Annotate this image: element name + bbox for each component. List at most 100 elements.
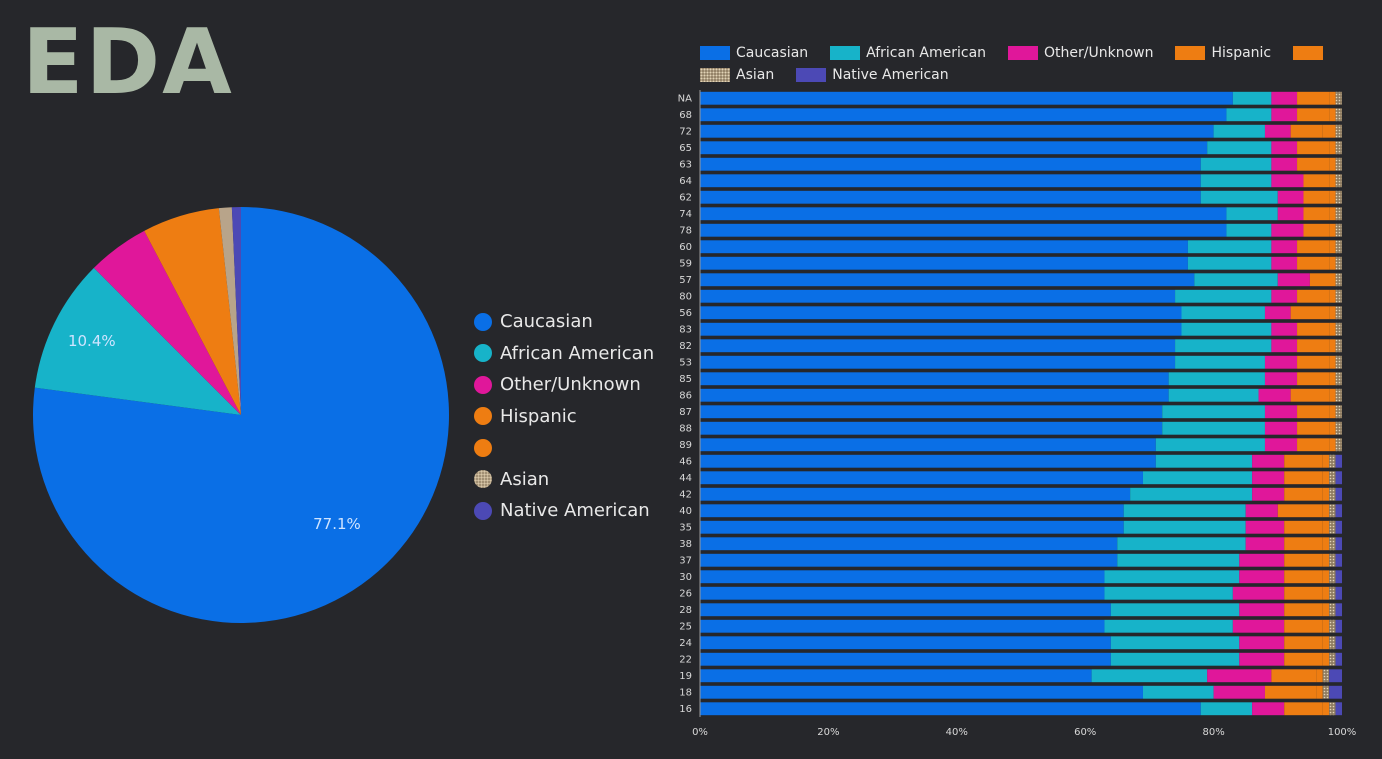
- pie-slice-african-american: [34, 267, 241, 415]
- bar-segment-caucasian: [700, 685, 1143, 699]
- bar-segment-blank: [1322, 553, 1330, 567]
- bar-segment-african-american: [1232, 91, 1272, 105]
- bar-segment-african-american: [1117, 537, 1246, 551]
- bar-segment-hispanic: [1284, 520, 1323, 534]
- bar-segment-asian: [1335, 91, 1342, 105]
- bar-segment-caucasian: [700, 141, 1208, 155]
- bar-segment-hispanic: [1284, 702, 1323, 716]
- bar-segment-asian: [1329, 570, 1336, 584]
- bar-legend-label: Native American: [832, 67, 949, 83]
- bar-segment-asian: [1329, 471, 1336, 485]
- bar-segment-native-american: [1335, 520, 1342, 534]
- bar-legend-item-hispanic[interactable]: Hispanic: [1175, 42, 1271, 64]
- y-tick-label: 53: [679, 357, 692, 368]
- bar-segment-african-american: [1130, 487, 1253, 501]
- bar-segment-other-unknown: [1264, 124, 1291, 138]
- pie-legend-item-caucasian[interactable]: Caucasian: [474, 306, 654, 338]
- bar-segment-caucasian: [700, 157, 1201, 171]
- bar-segment-blank: [1322, 537, 1330, 551]
- pie-legend: Caucasian African American Other/Unknown Hi…: [474, 306, 654, 527]
- pie-legend-item-blank[interactable]: [474, 432, 654, 464]
- bar-segment-hispanic: [1277, 504, 1323, 518]
- bar-segment-other-unknown: [1252, 487, 1285, 501]
- bar-segment-other-unknown: [1271, 339, 1298, 353]
- y-tick-label: 68: [679, 110, 692, 121]
- bar-segment-other-unknown: [1271, 322, 1298, 336]
- pie-legend-item-african-american[interactable]: African American: [474, 338, 654, 370]
- pie-legend-item-asian[interactable]: Asian: [474, 464, 654, 496]
- bar-segment-hispanic: [1297, 339, 1330, 353]
- bar-segment-asian: [1335, 372, 1342, 386]
- bar-segment-other-unknown: [1271, 240, 1298, 254]
- bar-segment-hispanic: [1284, 636, 1323, 650]
- bar-segment-african-american: [1123, 504, 1246, 518]
- bar-segment-other-unknown: [1271, 289, 1298, 303]
- pie-legend-item-hispanic[interactable]: Hispanic: [474, 401, 654, 433]
- bar-segment-blank: [1322, 504, 1330, 518]
- bar-segment-hispanic: [1271, 669, 1317, 683]
- bar-segment-african-american: [1187, 256, 1272, 270]
- bar-segment-asian: [1335, 355, 1342, 369]
- bar-segment-asian: [1335, 108, 1342, 122]
- bar-segment-asian: [1329, 702, 1336, 716]
- legend-dot-icon: [474, 470, 492, 489]
- bar-segment-hispanic: [1297, 240, 1330, 254]
- bar-segment-other-unknown: [1271, 256, 1298, 270]
- bar-legend-item-caucasian[interactable]: Caucasian: [700, 42, 808, 64]
- y-tick-label: 16: [679, 704, 692, 715]
- bar-legend-item-native-american[interactable]: Native American: [796, 64, 949, 86]
- bar-segment-asian: [1329, 520, 1336, 534]
- y-tick-label: 19: [679, 671, 692, 682]
- bar-legend-item-african-american[interactable]: African American: [830, 42, 986, 64]
- bar-segment-other-unknown: [1258, 388, 1291, 402]
- bar-segment-blank: [1329, 306, 1336, 320]
- bar-segment-native-american: [1335, 487, 1342, 501]
- bar-legend-item-other-unknown[interactable]: Other/Unknown: [1008, 42, 1153, 64]
- pie-legend-label: Native American: [500, 500, 650, 522]
- y-tick-label: 59: [679, 258, 692, 269]
- pie-legend-item-native-american[interactable]: Native American: [474, 495, 654, 527]
- bar-segment-caucasian: [700, 652, 1111, 666]
- y-tick-label: 57: [679, 275, 692, 286]
- x-tick-label: 20%: [817, 727, 839, 738]
- bar-segment-caucasian: [700, 223, 1227, 237]
- bar-segment-hispanic: [1297, 157, 1330, 171]
- bar-legend-label: Asian: [736, 67, 775, 83]
- pie-value-label: 77.1%: [313, 515, 361, 533]
- bar-segment-blank: [1322, 454, 1330, 468]
- bar-segment-asian: [1335, 339, 1342, 353]
- bar-legend-item-blank[interactable]: [1293, 42, 1329, 64]
- bar-segment-blank: [1329, 223, 1336, 237]
- bar-segment-african-american: [1175, 339, 1272, 353]
- bar-segment-asian: [1329, 586, 1336, 600]
- x-tick-label: 80%: [1202, 727, 1224, 738]
- bar-segment-caucasian: [700, 91, 1233, 105]
- bar-segment-blank: [1329, 190, 1336, 204]
- bar-segment-african-american: [1200, 702, 1253, 716]
- x-tick-label: 60%: [1074, 727, 1096, 738]
- bar-segment-blank: [1322, 471, 1330, 485]
- pie-slice-other-unknown: [93, 230, 242, 415]
- bar-segment-caucasian: [700, 273, 1195, 287]
- bar-segment-native-american: [1335, 504, 1342, 518]
- bar-segment-native-american: [1335, 454, 1342, 468]
- legend-dot-icon: [474, 501, 492, 520]
- bar-segment-african-american: [1207, 141, 1272, 155]
- bar-segment-hispanic: [1284, 537, 1323, 551]
- bar-segment-caucasian: [700, 586, 1105, 600]
- bar-segment-asian: [1335, 306, 1342, 320]
- bar-legend-item-asian[interactable]: Asian: [700, 64, 774, 86]
- bar-segment-hispanic: [1284, 487, 1323, 501]
- bar-segment-native-american: [1335, 537, 1342, 551]
- bar-segment-other-unknown: [1252, 454, 1285, 468]
- pie-legend-item-other-unknown[interactable]: Other/Unknown: [474, 369, 654, 401]
- bar-segment-blank: [1329, 256, 1336, 270]
- bar-segment-native-american: [1335, 553, 1342, 567]
- bar-segment-other-unknown: [1271, 91, 1298, 105]
- y-tick-label: 78: [679, 225, 692, 236]
- bar-segment-african-american: [1175, 289, 1272, 303]
- y-tick-label: 85: [679, 374, 692, 385]
- bar-segment-blank: [1329, 91, 1336, 105]
- bar-segment-hispanic: [1284, 603, 1323, 617]
- bar-segment-hispanic: [1303, 223, 1330, 237]
